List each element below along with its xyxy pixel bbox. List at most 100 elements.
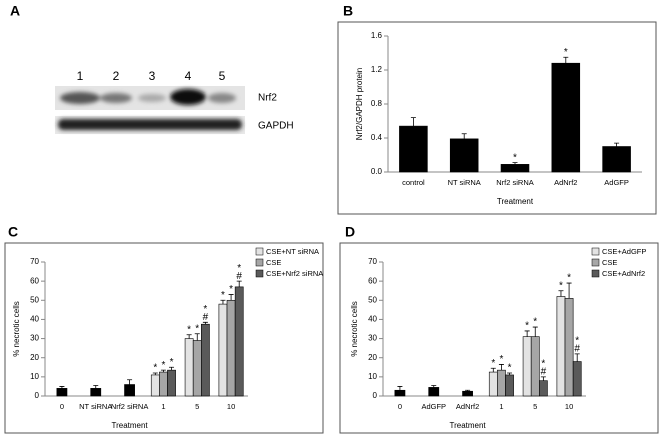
panel-frame bbox=[337, 21, 657, 215]
y-tick-label: 0.8 bbox=[371, 99, 383, 108]
significance-mark: * bbox=[237, 263, 241, 274]
x-tick-label: control bbox=[402, 178, 425, 187]
bar bbox=[226, 299, 236, 397]
y-tick-label: 30 bbox=[368, 334, 377, 343]
panel-label: B bbox=[343, 3, 353, 19]
y-tick-label: 1.2 bbox=[371, 65, 383, 74]
significance-mark: # bbox=[541, 366, 547, 377]
panel-label: A bbox=[10, 3, 20, 19]
error-bar bbox=[431, 385, 437, 388]
significance-mark: * bbox=[525, 321, 529, 332]
x-tick-label: Nrf2 siRNA bbox=[111, 402, 149, 411]
y-tick-label: 70 bbox=[368, 257, 377, 266]
bar bbox=[124, 384, 135, 397]
western-blot: 1 2 3 4 5 Nrf2 GAPDH bbox=[55, 69, 294, 134]
error-bar bbox=[152, 372, 158, 375]
x-tick-label: 5 bbox=[533, 402, 537, 411]
panel-frame bbox=[339, 242, 659, 434]
error-bar bbox=[512, 162, 518, 165]
band bbox=[138, 94, 166, 102]
lane-label: 1 bbox=[77, 69, 84, 83]
error-bar bbox=[93, 385, 99, 389]
legend-label: CSE+AdNrf2 bbox=[602, 269, 645, 278]
lane-label: 5 bbox=[219, 69, 226, 83]
legend-label: CSE bbox=[602, 258, 617, 267]
error-bar bbox=[461, 133, 467, 139]
error-bar bbox=[614, 142, 620, 147]
band-label: GAPDH bbox=[258, 121, 294, 132]
x-tick-label: NT siRNA bbox=[448, 178, 481, 187]
bar bbox=[159, 371, 168, 397]
error-bar bbox=[160, 369, 166, 373]
significance-mark: * bbox=[508, 363, 512, 374]
band bbox=[170, 89, 206, 105]
significance-mark: * bbox=[153, 363, 157, 374]
y-tick-label: 60 bbox=[368, 276, 377, 285]
significance-mark: * bbox=[564, 47, 568, 58]
legend-swatch bbox=[255, 258, 264, 267]
significance-mark: * bbox=[541, 358, 545, 369]
bar bbox=[602, 146, 631, 173]
y-tick-label: 0.4 bbox=[371, 133, 383, 142]
bar bbox=[497, 369, 506, 397]
bar bbox=[150, 374, 160, 397]
error-bar bbox=[220, 299, 226, 305]
bar bbox=[500, 164, 530, 173]
significance-mark: * bbox=[559, 280, 563, 291]
significance-mark: * bbox=[170, 357, 174, 368]
bar bbox=[201, 323, 210, 397]
y-tick-label: 60 bbox=[30, 276, 39, 285]
y-tick-label: 20 bbox=[368, 353, 377, 362]
significance-mark: # bbox=[236, 271, 242, 282]
band bbox=[58, 119, 242, 130]
legend-label: CSE+AdGFP bbox=[602, 247, 646, 256]
bar bbox=[488, 371, 498, 397]
bar bbox=[564, 298, 574, 397]
bar bbox=[551, 62, 581, 173]
x-tick-label: 10 bbox=[565, 402, 573, 411]
bar bbox=[184, 338, 194, 397]
x-tick-label: 0 bbox=[398, 402, 402, 411]
bar bbox=[530, 336, 540, 397]
x-tick-label: AdNrf2 bbox=[554, 178, 577, 187]
error-bar bbox=[507, 372, 513, 375]
error-bar bbox=[465, 389, 471, 392]
bar bbox=[399, 125, 428, 173]
y-tick-label: 0.0 bbox=[371, 167, 383, 176]
error-bar bbox=[532, 326, 538, 337]
significance-mark: * bbox=[229, 284, 233, 295]
error-bar bbox=[127, 379, 133, 385]
error-bar bbox=[59, 386, 65, 389]
error-bar bbox=[236, 280, 242, 287]
x-axis-label: Treatment bbox=[449, 421, 486, 430]
bar bbox=[394, 389, 406, 397]
x-tick-label: 0 bbox=[60, 402, 64, 411]
significance-mark: * bbox=[195, 323, 199, 334]
y-tick-label: 50 bbox=[30, 295, 39, 304]
error-bar bbox=[202, 321, 208, 325]
y-axis-label: % necrotic cells bbox=[350, 301, 359, 357]
significance-mark: * bbox=[491, 358, 495, 369]
y-axis-label: Nrf2/GAPDH protein bbox=[355, 68, 364, 140]
bar bbox=[505, 374, 514, 397]
x-tick-label: Nrf2 siRNA bbox=[496, 178, 534, 187]
legend-label: CSE+NT siRNA bbox=[266, 247, 319, 256]
bar bbox=[462, 390, 473, 397]
bar bbox=[218, 303, 228, 397]
y-tick-label: 1.6 bbox=[371, 31, 383, 40]
bar bbox=[428, 387, 440, 397]
error-bar bbox=[540, 376, 546, 381]
y-tick-label: 40 bbox=[30, 315, 39, 324]
error-bar bbox=[490, 367, 496, 373]
legend-label: CSE+Nrf2 siRNA bbox=[266, 269, 323, 278]
error-bar bbox=[558, 290, 564, 297]
y-tick-label: 40 bbox=[368, 315, 377, 324]
y-tick-label: 50 bbox=[368, 295, 377, 304]
y-tick-label: 10 bbox=[30, 372, 39, 381]
bar bbox=[90, 388, 102, 397]
significance-mark: * bbox=[533, 317, 537, 328]
significance-mark: * bbox=[187, 324, 191, 335]
y-tick-label: 10 bbox=[368, 372, 377, 381]
significance-mark: # bbox=[574, 344, 580, 355]
